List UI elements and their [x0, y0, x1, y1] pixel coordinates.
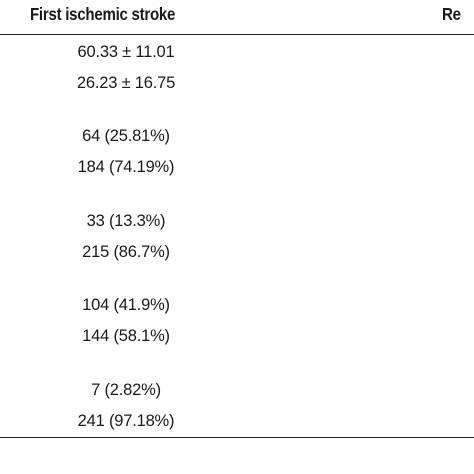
table-cell: 184 (74.19%)	[77, 158, 175, 176]
table-cell: 7 (2.82%)	[91, 381, 161, 399]
column-header-first-ischemic-stroke: First ischemic stroke	[30, 4, 176, 24]
footer-rule	[0, 437, 474, 439]
table-cell: 64 (25.81%)	[82, 127, 170, 145]
table-cell: 241 (97.18%)	[77, 412, 175, 430]
column-header-recurrent-partial: Re	[442, 4, 461, 24]
table-cell: 144 (58.1%)	[82, 327, 170, 345]
header-rule	[0, 34, 474, 36]
table-cell: 104 (41.9%)	[82, 296, 170, 314]
table-cell: 33 (13.3%)	[86, 212, 166, 230]
table-cell-age: 60.33 ± 11.01	[77, 43, 175, 61]
table-cell-mean-sd: 26.23 ± 16.75	[76, 74, 176, 92]
table-cell: 215 (86.7%)	[82, 243, 170, 261]
